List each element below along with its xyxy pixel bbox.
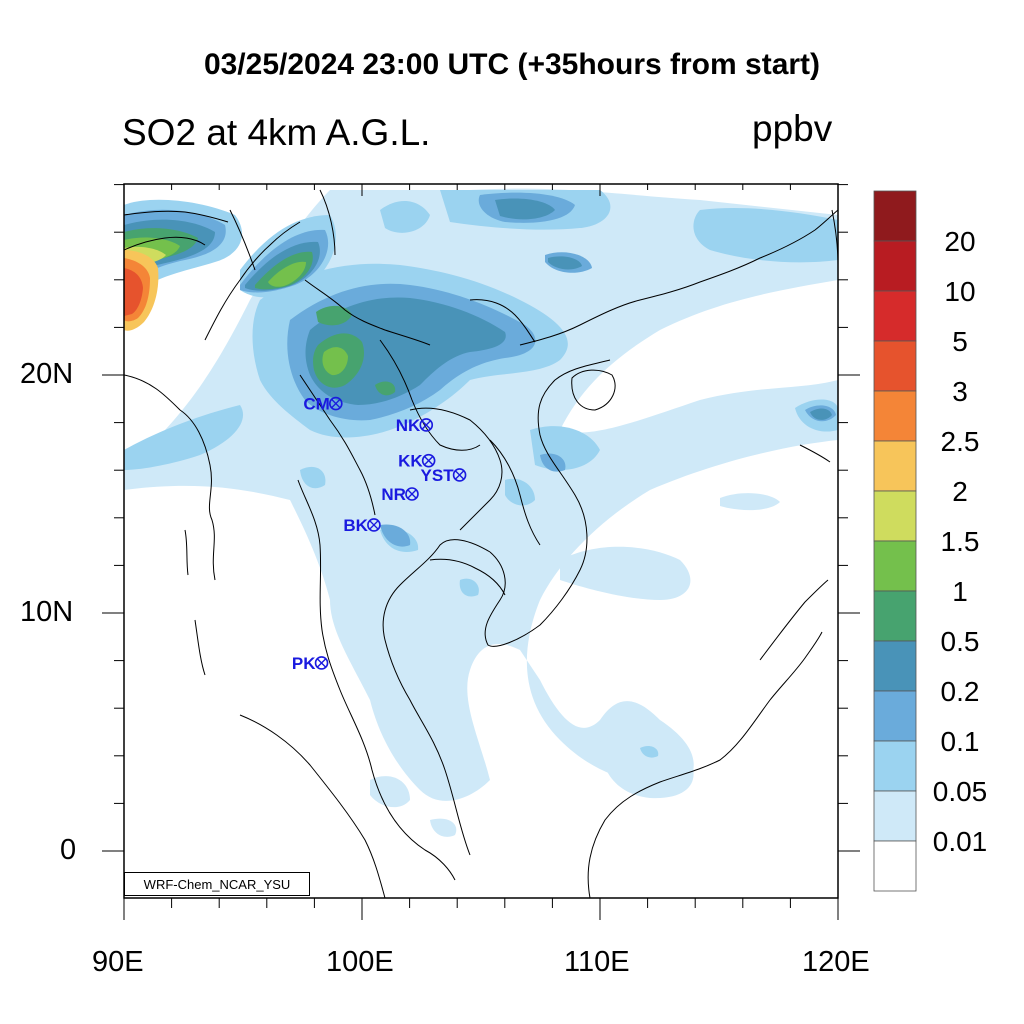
station-cross-icon bbox=[421, 420, 431, 430]
colorbar-swatch bbox=[873, 240, 917, 292]
colorbar-swatch bbox=[873, 640, 917, 692]
station-cross-icon bbox=[369, 520, 379, 530]
station-bk: BK bbox=[343, 516, 381, 535]
station-cm: CM bbox=[303, 395, 343, 414]
station-marker-icon bbox=[421, 453, 436, 468]
station-pk: PK bbox=[292, 654, 329, 673]
colorbar-label: 1 bbox=[952, 576, 968, 607]
model-credit: WRF-Chem_NCAR_YSU bbox=[124, 872, 310, 896]
y-tick-10n: 10N bbox=[20, 596, 74, 628]
colorbar-label: 0.5 bbox=[941, 626, 980, 657]
station-cross-icon bbox=[407, 489, 417, 499]
colorbar-label: 5 bbox=[952, 326, 968, 357]
colorbar-label: 1.5 bbox=[941, 526, 980, 557]
station-nk: NK bbox=[396, 416, 434, 435]
station-marker-icon bbox=[452, 468, 467, 482]
station-label: BK bbox=[343, 516, 368, 535]
station-marker-icon bbox=[314, 656, 329, 670]
so2-field-high bbox=[124, 250, 159, 331]
colorbar-swatch bbox=[873, 740, 917, 792]
x-tick-100e: 100E bbox=[326, 946, 394, 978]
colorbar-label: 20 bbox=[944, 226, 975, 257]
colorbar-label: 0.2 bbox=[941, 676, 980, 707]
colorbar-swatch bbox=[873, 490, 917, 542]
colorbar-swatch bbox=[873, 590, 917, 642]
station-cross-icon bbox=[317, 658, 327, 668]
station-cross-icon bbox=[424, 456, 434, 466]
axis-ticks bbox=[102, 184, 860, 920]
station-label: NR bbox=[381, 485, 406, 504]
y-tick-20n: 20N bbox=[20, 358, 74, 390]
colorbar-swatch bbox=[873, 440, 917, 492]
station-label: CM bbox=[303, 395, 329, 414]
units-title: ppbv bbox=[752, 108, 833, 149]
colorbar-swatch bbox=[873, 790, 917, 842]
station-yst: YST bbox=[421, 466, 467, 485]
station-marker-icon bbox=[419, 418, 434, 432]
colorbar-label: 2.5 bbox=[941, 426, 980, 457]
colorbar-swatch bbox=[873, 540, 917, 592]
colorbar-label: 0.01 bbox=[933, 826, 988, 857]
colorbar-swatch bbox=[873, 690, 917, 742]
colorbar-label: 10 bbox=[944, 276, 975, 307]
colorbar-swatch bbox=[873, 190, 917, 242]
station-marker-icon bbox=[367, 518, 381, 532]
station-cross-icon bbox=[331, 399, 341, 409]
colorbar-swatch bbox=[873, 840, 917, 892]
colorbar-swatch bbox=[873, 290, 917, 342]
station-label: YST bbox=[421, 466, 455, 485]
x-tick-120e: 120E bbox=[802, 946, 870, 978]
x-tick-110e: 110E bbox=[564, 946, 630, 978]
y-tick-0: 0 bbox=[60, 834, 77, 866]
map-plot-area bbox=[124, 184, 838, 898]
map-border bbox=[123, 183, 839, 899]
colorbar-swatch bbox=[873, 390, 917, 442]
station-kk: KK bbox=[398, 452, 436, 471]
station-label: NK bbox=[396, 416, 421, 435]
colorbar-label: 3 bbox=[952, 376, 968, 407]
colorbar-label: 2 bbox=[952, 476, 968, 507]
station-label: PK bbox=[292, 654, 316, 673]
variable-title: SO2 at 4km A.G.L. bbox=[122, 112, 431, 153]
station-marker-icon bbox=[405, 487, 419, 501]
x-tick-90e: 90E bbox=[92, 946, 144, 978]
station-marker-icon bbox=[329, 396, 343, 411]
station-nr: NR bbox=[381, 485, 419, 504]
colorbar-label: 0.1 bbox=[941, 726, 980, 757]
station-label: KK bbox=[398, 452, 423, 471]
colorbar-label: 0.05 bbox=[933, 776, 988, 807]
map-title: 03/25/2024 23:00 UTC (+35hours from star… bbox=[203, 48, 821, 81]
coastlines-borders bbox=[124, 189, 838, 898]
station-cross-icon bbox=[455, 470, 465, 480]
colorbar: 20 10 5 3 2.5 2 1.5 1 0.5 0.2 0.1 0.05 0.01 bbox=[873, 190, 988, 892]
colorbar-swatch bbox=[873, 340, 917, 392]
